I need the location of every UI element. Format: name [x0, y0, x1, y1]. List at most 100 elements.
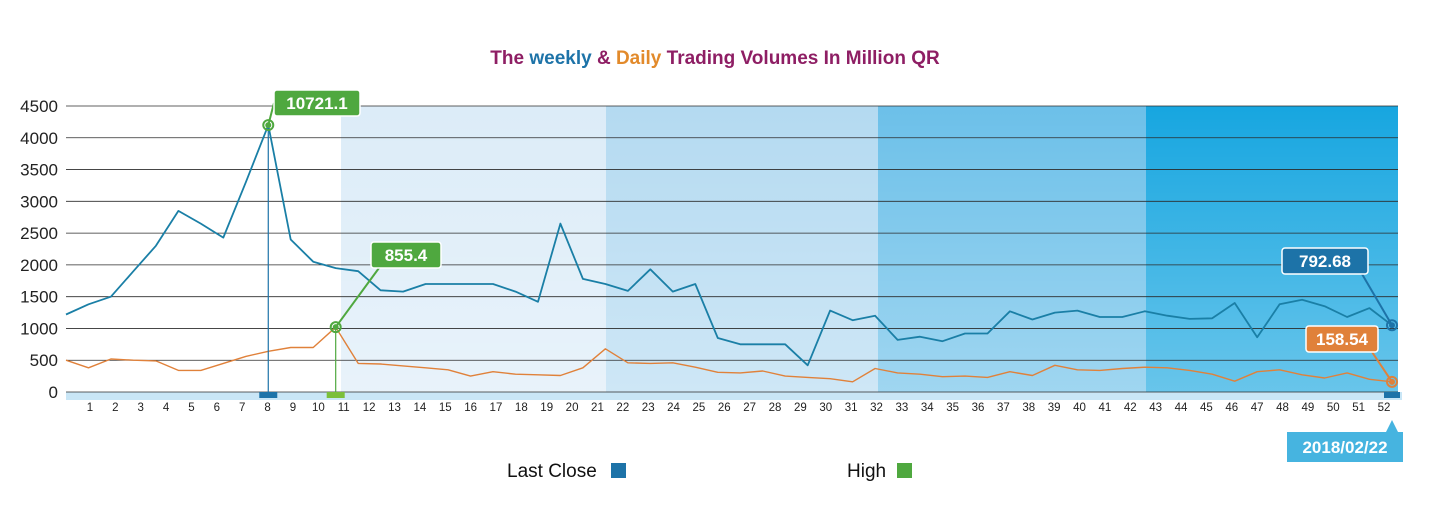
x-tick-label: 5 [188, 402, 194, 414]
x-tick-label: 37 [997, 402, 1010, 414]
x-tick-label: 15 [439, 402, 452, 414]
x-tick-label: 18 [515, 402, 528, 414]
callout-box [273, 89, 361, 117]
x-tick-label: 45 [1200, 402, 1213, 414]
x-tick-label: 6 [214, 402, 220, 414]
x-tick-label: 29 [794, 402, 807, 414]
x-tick-label: 31 [845, 402, 858, 414]
x-tick-label: 28 [769, 402, 782, 414]
x-tick-label: 47 [1251, 402, 1264, 414]
x-tick-label: 36 [972, 402, 985, 414]
y-tick-label: 3000 [20, 192, 58, 211]
callout-box [1281, 247, 1369, 275]
x-tick-label: 43 [1149, 402, 1162, 414]
callout-label: 158.54 [1316, 330, 1369, 349]
x-tick-label: 22 [616, 402, 629, 414]
callout-point [262, 119, 275, 132]
band-shade [66, 106, 1398, 392]
x-tick-label: 52 [1378, 402, 1391, 414]
callout-point-dot [265, 122, 272, 129]
y-tick-label: 1500 [20, 288, 58, 307]
callout-label: 855.4 [385, 246, 428, 265]
x-tick-label: 14 [413, 402, 426, 414]
y-tick-label: 3500 [20, 161, 58, 180]
date-pointer [1386, 420, 1398, 432]
chart-title: The weekly & Daily Trading Volumes In Mi… [490, 48, 940, 69]
x-tick-label: 17 [490, 402, 503, 414]
x-tick-label: 19 [540, 402, 553, 414]
y-axis: 0 500 1000 1500 2000 2500 3000 3500 4000 4500 [20, 97, 58, 402]
y-tick-label: 2000 [20, 256, 58, 275]
x-tick-label: 16 [464, 402, 477, 414]
callout-point [1386, 375, 1398, 388]
title-part-4: Trading Volumes In Million QR [661, 48, 940, 69]
y-tick-label: 500 [30, 351, 58, 370]
title-part-0: The [490, 48, 529, 69]
x-tick-label: 39 [1048, 402, 1061, 414]
x-tick-label: 32 [870, 402, 883, 414]
plot-background [66, 106, 1402, 400]
title-part-3: Daily [616, 48, 662, 69]
callout-point-dot [332, 324, 339, 331]
title-part-1: weekly [528, 48, 592, 69]
date-label: 2018/02/22 [1302, 438, 1387, 457]
x-tick-label: 10 [312, 402, 325, 414]
callout-leader [334, 267, 380, 328]
axis-marker-blue [259, 392, 278, 398]
x-tick-label: 21 [591, 402, 604, 414]
date-box [1287, 432, 1403, 462]
x-axis: 1 2 3 4 5 6 7 8 9 10 11 12 13 14 15 16 17 18 19 20 21 22 23 24 2… [87, 402, 1391, 414]
title-part-2: & [592, 48, 616, 69]
x-tick-label: 33 [896, 402, 909, 414]
x-tick-label: 50 [1327, 402, 1340, 414]
axis-marker-end [1384, 392, 1400, 398]
x-tick-label: 44 [1175, 402, 1188, 414]
x-tick-label: 3 [138, 402, 144, 414]
y-tick-label: 1000 [20, 319, 58, 338]
x-tick-label: 46 [1225, 402, 1238, 414]
x-tick-label: 38 [1022, 402, 1035, 414]
legend-swatch [897, 463, 912, 478]
series-line-high [65, 326, 1393, 383]
x-tick-label: 1 [87, 402, 93, 414]
callouts: 10721.1 855.4 792.68 158.54 2018/02/22 [259, 89, 1403, 462]
x-tick-label: 24 [667, 402, 680, 414]
series-line-last-close [65, 124, 1393, 367]
x-tick-label: 42 [1124, 402, 1137, 414]
y-tick-label: 2500 [20, 224, 58, 243]
x-tick-label: 9 [290, 402, 296, 414]
callout-leader [267, 102, 275, 126]
x-tick-label: 11 [338, 402, 350, 414]
series-lines [65, 124, 1393, 383]
x-tick-label: 41 [1099, 402, 1112, 414]
x-tick-label: 51 [1352, 402, 1365, 414]
x-tick-label: 4 [163, 402, 170, 414]
x-tick-label: 8 [264, 402, 270, 414]
callout-point-dot [1389, 378, 1395, 385]
x-axis-base [66, 392, 1402, 400]
y-tick-label: 4000 [20, 129, 58, 148]
x-tick-label: 26 [718, 402, 731, 414]
callout-point-dot [1389, 322, 1395, 329]
x-tick-label: 40 [1073, 402, 1086, 414]
y-tick-label: 4500 [20, 97, 58, 116]
x-tick-label: 20 [566, 402, 579, 414]
callout-point [329, 321, 342, 334]
x-tick-label: 23 [642, 402, 655, 414]
legend-label: High [847, 461, 886, 482]
y-tick-label: 0 [49, 383, 58, 402]
x-tick-label: 30 [819, 402, 832, 414]
x-tick-label: 13 [388, 402, 401, 414]
legend: Last Close High [507, 461, 912, 482]
x-tick-label: 12 [363, 402, 376, 414]
x-tick-label: 7 [239, 402, 245, 414]
callout-box [370, 241, 442, 269]
callout-point [1386, 319, 1398, 332]
axis-marker-green [326, 392, 345, 398]
callout-leader [1361, 273, 1393, 326]
x-tick-label: 35 [946, 402, 959, 414]
callout-box [1305, 325, 1379, 353]
callout-label: 10721.1 [286, 94, 347, 113]
x-tick-label: 49 [1301, 402, 1314, 414]
